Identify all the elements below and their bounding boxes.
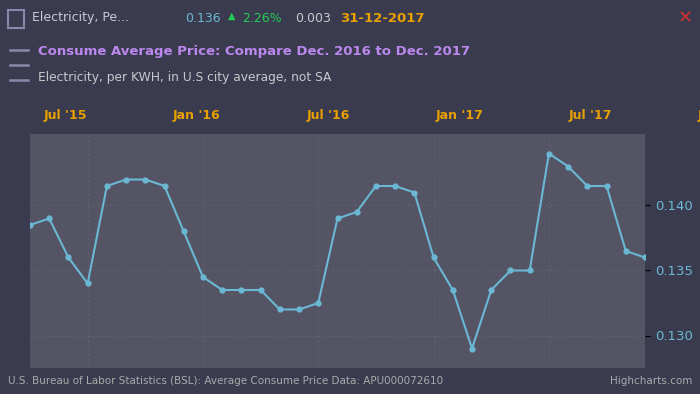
Text: Jan '16: Jan '16: [173, 109, 220, 122]
Text: Consume Average Price: Compare Dec. 2016 to Dec. 2017: Consume Average Price: Compare Dec. 2016…: [38, 45, 470, 58]
Text: Jan '17: Jan '17: [435, 109, 483, 122]
Text: U.S. Bureau of Labor Statistics (BSL): Average Consume Price Data: APU000072610: U.S. Bureau of Labor Statistics (BSL): A…: [8, 376, 443, 386]
Text: Jul '17: Jul '17: [569, 109, 612, 122]
Text: Electricity, Pe...: Electricity, Pe...: [32, 11, 129, 24]
Text: 2.26%: 2.26%: [242, 11, 281, 24]
Text: 0.136: 0.136: [185, 11, 220, 24]
Text: 31-12-2017: 31-12-2017: [340, 11, 424, 24]
Text: 0.003: 0.003: [295, 11, 331, 24]
Text: Highcharts.com: Highcharts.com: [610, 376, 692, 386]
Text: Jul '16: Jul '16: [307, 109, 350, 122]
Text: ▲: ▲: [228, 11, 235, 21]
Text: Electricity, per KWH, in U.S city average, not SA: Electricity, per KWH, in U.S city averag…: [38, 71, 331, 84]
Text: ✕: ✕: [678, 9, 692, 27]
Text: Jan '18: Jan '18: [698, 109, 700, 122]
Text: Jul '15: Jul '15: [44, 109, 88, 122]
